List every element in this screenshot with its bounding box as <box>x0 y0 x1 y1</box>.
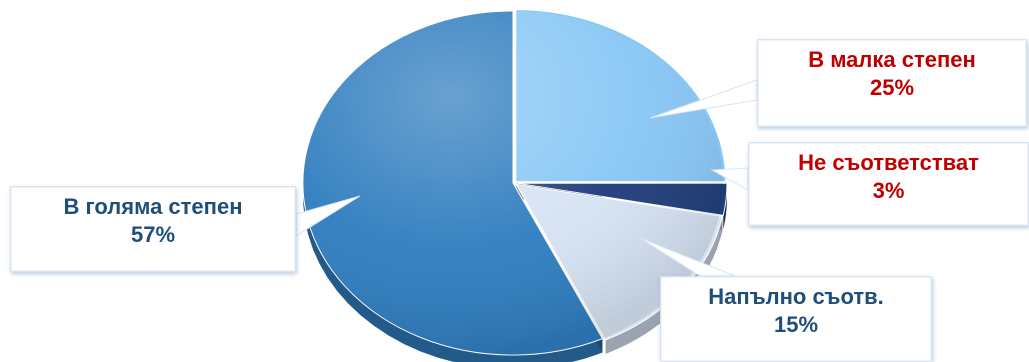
pie-gloss <box>303 11 723 355</box>
pie-slice-side-2 <box>605 216 723 354</box>
slice-label-fully-matching: Напълно съотв. <box>708 284 884 309</box>
callout-fully-matching: Напълно съотв. 15% <box>660 276 932 362</box>
callout-large-degree: В голяма степен 57% <box>10 186 296 272</box>
callout-small-degree: В малка степен 25% <box>757 39 1027 127</box>
slice-percent-not-matching: 3% <box>872 178 905 203</box>
slice-percent-large-degree: 57% <box>130 222 176 247</box>
slice-label-small-degree: В малка степен <box>808 47 976 72</box>
slice-label-large-degree: В голяма степен <box>63 194 243 219</box>
callout-pointer-3 <box>295 195 361 237</box>
slice-percent-fully-matching: 15% <box>773 312 819 337</box>
slice-label-not-matching: Не съответстват <box>798 150 979 175</box>
slice-percent-small-degree: 25% <box>869 75 915 100</box>
callout-not-matching: Не съответстват 3% <box>748 142 1029 226</box>
